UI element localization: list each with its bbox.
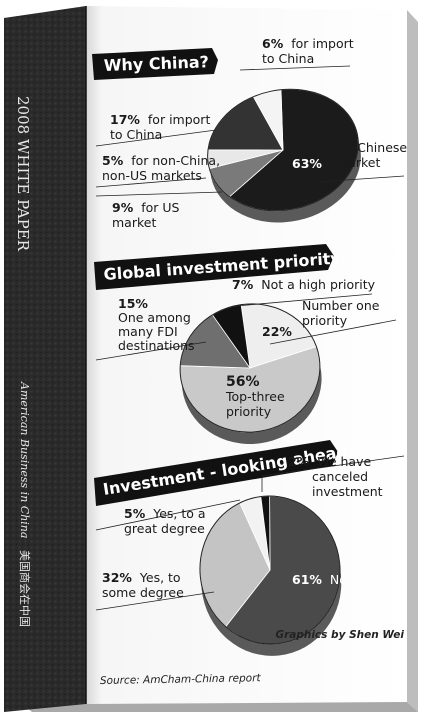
chart-2-labels: 7% Not a high priority 15% One among man… (95, 277, 397, 419)
chart-2-label-56-pct: 56% (226, 374, 260, 390)
chart-3-leader-2 (261, 455, 405, 492)
chart-1-label-17-line2: to China (110, 127, 162, 142)
chart-3-label-5-line1: Yes, to a (152, 506, 205, 521)
chart-1-leader-5 (95, 177, 207, 188)
chart-3-label-32: 32% Yes, to some degree (102, 570, 185, 600)
chart-3-label-5-line2: great degree (124, 521, 205, 536)
chart-1-leader-17 (95, 129, 217, 147)
chart-1-label-6-line2: to China (262, 51, 314, 66)
chart-1-label-6: 6% for import to China (262, 36, 358, 66)
book-spine (4, 6, 86, 712)
chart-1-label-17: 17% for import to China (110, 112, 214, 142)
chart-3-label-2: 2% We have canceled investment (288, 454, 383, 499)
chart-3-label-61-line1: No (330, 572, 347, 587)
chart-2-title-banner (94, 244, 334, 290)
chart-2-label-7-line1: Not a high priority (261, 277, 375, 292)
chart-2-label-22-pct: 22% (262, 324, 292, 339)
chart-1-title: Why China? (103, 52, 209, 75)
chart-3-pie (199, 495, 342, 656)
chart-1-label-63: for Chinese market (336, 140, 411, 170)
page-edge-right (407, 10, 418, 712)
spine-subtitle: American Business in China (18, 381, 31, 538)
chart-3-label-5: 5% Yes, to a great degree (124, 506, 210, 536)
chart-3-pie-outline (199, 495, 341, 645)
chart-1-labels: 6% for import to China 17% for import to… (95, 36, 411, 230)
chart-1-pie (207, 88, 361, 223)
chart-2-pie-outline (179, 303, 321, 433)
chart-1-label-6-line1: for import (291, 36, 354, 51)
chart-1-label-17-line1: for import (148, 112, 211, 127)
chart-2-label-56-line2: priority (226, 404, 272, 419)
chart-1-label-5-line2: non-US markets (102, 168, 202, 183)
chart-3-labels: 2% We have canceled investment 5% Yes, t… (95, 454, 405, 611)
page-edge-bottom (20, 702, 418, 712)
spine-chinese: 美国商会在中国 (18, 550, 32, 627)
chart-1-pie-outline (207, 88, 359, 212)
chart-1-label-63-line1: for Chinese (336, 140, 407, 155)
chart-3-label-5-pct: 5% (124, 506, 146, 521)
chart-2-label-56-line1: Top-three (225, 389, 285, 404)
chart-1-label-9: 9% for US market (112, 200, 183, 230)
chart-3-label-2-pct: 2% (288, 454, 310, 469)
chart-why-china: Why China? 6% for import to China 17% fo… (92, 36, 411, 230)
chart-2-label-15-pct: 15% (118, 296, 148, 311)
spine-title: 2008 WHITE PAPER (14, 96, 32, 252)
chart-3-label-61: 61% No (292, 572, 347, 587)
chart-1-leader-9 (95, 191, 223, 197)
spine-text-group: 2008 WHITE PAPER American Business in Ch… (14, 96, 32, 627)
chart-1-label-63-line2: market (336, 155, 380, 170)
chart-2-label-15-line2: many FDI (118, 324, 178, 339)
chart-1-label-5-line1: for non-China, (131, 153, 220, 168)
chart-3-title-banner (94, 440, 338, 506)
chart-1-label-6-pct: 6% (262, 36, 284, 51)
chart-2-label-22-line2: priority (302, 313, 348, 328)
chart-2-label-7-pct: 7% (232, 277, 254, 292)
chart-2-label-22: Number one priority (302, 298, 383, 328)
chart-2-label-22-line1: Number one (302, 298, 380, 313)
chart-1-label-5-pct: 5% (102, 153, 124, 168)
chart-2-label-7: 7% Not a high priority (232, 277, 376, 292)
chart-1-label-9-line2: market (112, 215, 156, 230)
chart-1-label-63-pct: 63% (292, 156, 322, 171)
source-note: Source: AmCham-China report (100, 672, 262, 687)
chart-1-label-17-pct: 17% (110, 112, 140, 127)
chart-3-label-2-line1: We have (317, 454, 371, 469)
chart-2-leader-7 (235, 293, 373, 307)
chart-2-pie (179, 303, 322, 445)
chart-1-label-9-pct: 9% (112, 200, 134, 215)
chart-1-leader-63 (317, 175, 405, 183)
chart-2-leader-22 (269, 319, 397, 345)
chart-3-label-2-line2: canceled (312, 469, 368, 484)
chart-3-label-32-pct: 32% (102, 570, 132, 585)
chart-2-label-15-line3: destinations (118, 338, 195, 353)
chart-3-label-61-pct: 61% (292, 572, 322, 587)
graphics-credit: Graphics by Shen Wei (275, 629, 404, 641)
chart-1-leader-6 (239, 65, 351, 71)
chart-2-label-15: 15% One among many FDI destinations (118, 296, 195, 353)
chart-3-leader-32 (95, 591, 215, 611)
chart-3-label-2-line3: investment (312, 484, 383, 499)
chart-3-leader-5 (95, 499, 241, 531)
chart-3-label-32-line1: Yes, to (139, 570, 181, 585)
chart-3-label-32-line2: some degree (102, 585, 184, 600)
chart-2-label-15-line1: One among (118, 310, 191, 325)
chart-1-title-banner (92, 48, 218, 80)
chart-2-leader-15 (95, 341, 207, 361)
chart-2-label-56: 56% Top-three priority (225, 374, 289, 419)
chart-1-label-5: 5% for non-China, non-US markets (102, 153, 224, 183)
chart-1-label-9-line1: for US (141, 200, 179, 215)
